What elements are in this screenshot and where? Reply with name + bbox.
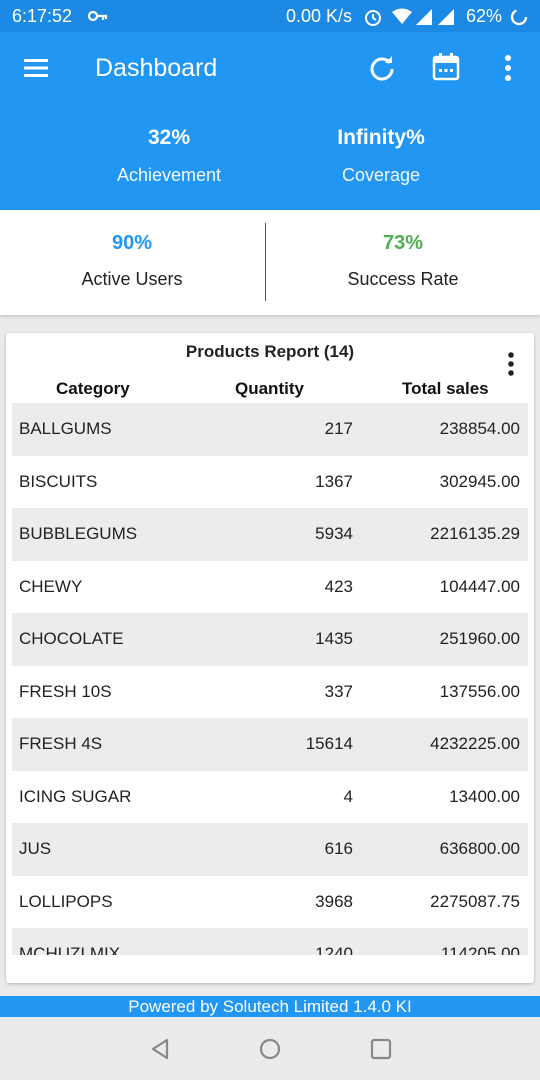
table-row[interactable]: CHEWY 423 104447.00 bbox=[12, 561, 528, 614]
summary-header: 32% Achievement Infinity% Coverage bbox=[0, 104, 540, 210]
table-header: Category Quantity Total sales bbox=[12, 379, 528, 403]
cell-quantity: 616 bbox=[324, 839, 353, 858]
home-icon[interactable] bbox=[258, 1037, 282, 1061]
wifi-icon bbox=[392, 8, 412, 24]
achievement-stat: 32% Achievement bbox=[69, 126, 269, 186]
alarm-icon bbox=[365, 10, 381, 26]
cell-quantity: 337 bbox=[324, 681, 353, 701]
coverage-stat: Infinity% Coverage bbox=[281, 126, 481, 186]
table-row[interactable]: BALLGUMS 217 238854.00 bbox=[12, 403, 528, 456]
cell-total-sales: 251960.00 bbox=[439, 629, 520, 648]
cell-category: CHEWY bbox=[19, 576, 83, 596]
cell-total-sales: 238854.00 bbox=[439, 419, 520, 438]
table-row[interactable]: FRESH 4S 15614 4232225.00 bbox=[12, 718, 528, 771]
cell-total-sales: 302945.00 bbox=[439, 471, 520, 491]
cell-total-sales: 104447.00 bbox=[439, 576, 520, 596]
status-icons bbox=[365, 8, 454, 26]
cell-quantity: 15614 bbox=[305, 734, 353, 753]
cell-category: CHOCOLATE bbox=[19, 629, 124, 648]
menu-icon[interactable] bbox=[22, 56, 50, 80]
active-users-label: Active Users bbox=[81, 269, 183, 289]
kpi-panel: 90% Active Users 73% Success Rate bbox=[0, 210, 540, 315]
cell-quantity: 217 bbox=[324, 419, 353, 438]
status-time: 6:17:52 bbox=[12, 6, 73, 26]
table-row[interactable]: BISCUITS 1367 302945.00 bbox=[12, 456, 528, 509]
report-table-body[interactable]: BALLGUMS 217 238854.00 BISCUITS 1367 302945.0… bbox=[12, 403, 528, 955]
calendar-icon[interactable] bbox=[431, 52, 461, 82]
success-rate-kpi: 73% Success Rate bbox=[283, 232, 523, 290]
cell-category: LOLLIPOPS bbox=[19, 891, 113, 911]
status-bar: 6:17:52 0.00 K/s 62% bbox=[0, 0, 540, 32]
success-rate-label: Success Rate bbox=[347, 269, 459, 289]
table-row[interactable]: ICING SUGAR 4 13400.00 bbox=[12, 771, 528, 824]
system-nav-bar bbox=[0, 1017, 540, 1080]
table-row[interactable]: JUS 616 636800.00 bbox=[12, 823, 528, 876]
cell-total-sales: 114205.00 bbox=[440, 944, 520, 955]
cell-total-sales: 2216135.29 bbox=[430, 524, 520, 543]
cell-quantity: 423 bbox=[324, 576, 353, 596]
table-row[interactable]: LOLLIPOPS 3968 2275087.75 bbox=[12, 876, 528, 929]
table-row[interactable]: MCHUZI MIX 1240 114205.00 bbox=[12, 928, 528, 955]
table-row[interactable]: BUBBLEGUMS 5934 2216135.29 bbox=[12, 508, 528, 561]
achievement-label: Achievement bbox=[116, 165, 222, 185]
active-users-value: 90% bbox=[111, 232, 153, 254]
cell-quantity: 1367 bbox=[315, 471, 353, 491]
battery-saver-icon bbox=[510, 8, 528, 26]
key-icon bbox=[88, 10, 108, 22]
battery-percent: 62% bbox=[466, 6, 503, 26]
cell-total-sales: 2275087.75 bbox=[430, 891, 520, 911]
page-title: Dashboard bbox=[95, 54, 218, 82]
cell-quantity: 1435 bbox=[315, 629, 353, 648]
more-vert-icon[interactable] bbox=[500, 54, 516, 82]
coverage-label: Coverage bbox=[341, 165, 421, 185]
column-header-category: Category bbox=[56, 379, 130, 398]
recents-icon[interactable] bbox=[369, 1037, 393, 1061]
footer-credit: Powered by Solutech Limited 1.4.0 KI bbox=[0, 996, 540, 1017]
achievement-value: 32% bbox=[147, 126, 191, 149]
table-row[interactable]: CHOCOLATE 1435 251960.00 bbox=[12, 613, 528, 666]
refresh-icon[interactable] bbox=[368, 54, 396, 82]
cell-category: BUBBLEGUMS bbox=[19, 524, 138, 543]
signal-icon bbox=[416, 9, 432, 25]
back-icon[interactable] bbox=[148, 1037, 172, 1061]
cell-category: FRESH 10S bbox=[19, 681, 112, 701]
cell-category: MCHUZI MIX bbox=[19, 944, 121, 955]
signal-icon-2 bbox=[438, 9, 454, 25]
cell-quantity: 5934 bbox=[315, 524, 353, 543]
cell-quantity: 1240 bbox=[315, 944, 353, 955]
cell-quantity: 4 bbox=[343, 786, 353, 806]
column-header-quantity: Quantity bbox=[235, 379, 304, 398]
active-users-kpi: 90% Active Users bbox=[12, 232, 252, 290]
column-header-total-sales: Total sales bbox=[402, 379, 489, 398]
app-bar: Dashboard bbox=[0, 32, 540, 104]
cell-category: BISCUITS bbox=[19, 471, 98, 491]
cell-total-sales: 4232225.00 bbox=[430, 734, 520, 753]
success-rate-value: 73% bbox=[382, 232, 424, 254]
coverage-value: Infinity% bbox=[337, 126, 425, 149]
report-more-icon[interactable] bbox=[504, 351, 518, 377]
report-title: Products Report (14) bbox=[185, 342, 355, 361]
cell-total-sales: 137556.00 bbox=[439, 681, 520, 701]
cell-category: ICING SUGAR bbox=[19, 786, 132, 806]
kpi-divider bbox=[265, 223, 266, 301]
cell-quantity: 3968 bbox=[315, 891, 353, 911]
cell-category: JUS bbox=[19, 839, 52, 858]
cell-total-sales: 13400.00 bbox=[449, 786, 520, 806]
cell-category: FRESH 4S bbox=[19, 734, 103, 753]
cell-category: BALLGUMS bbox=[19, 419, 112, 438]
products-report-card: Products Report (14) Category Quantity T… bbox=[6, 333, 534, 983]
table-row[interactable]: FRESH 10S 337 137556.00 bbox=[12, 666, 528, 719]
cell-total-sales: 636800.00 bbox=[439, 839, 520, 858]
network-speed: 0.00 K/s bbox=[286, 6, 353, 26]
